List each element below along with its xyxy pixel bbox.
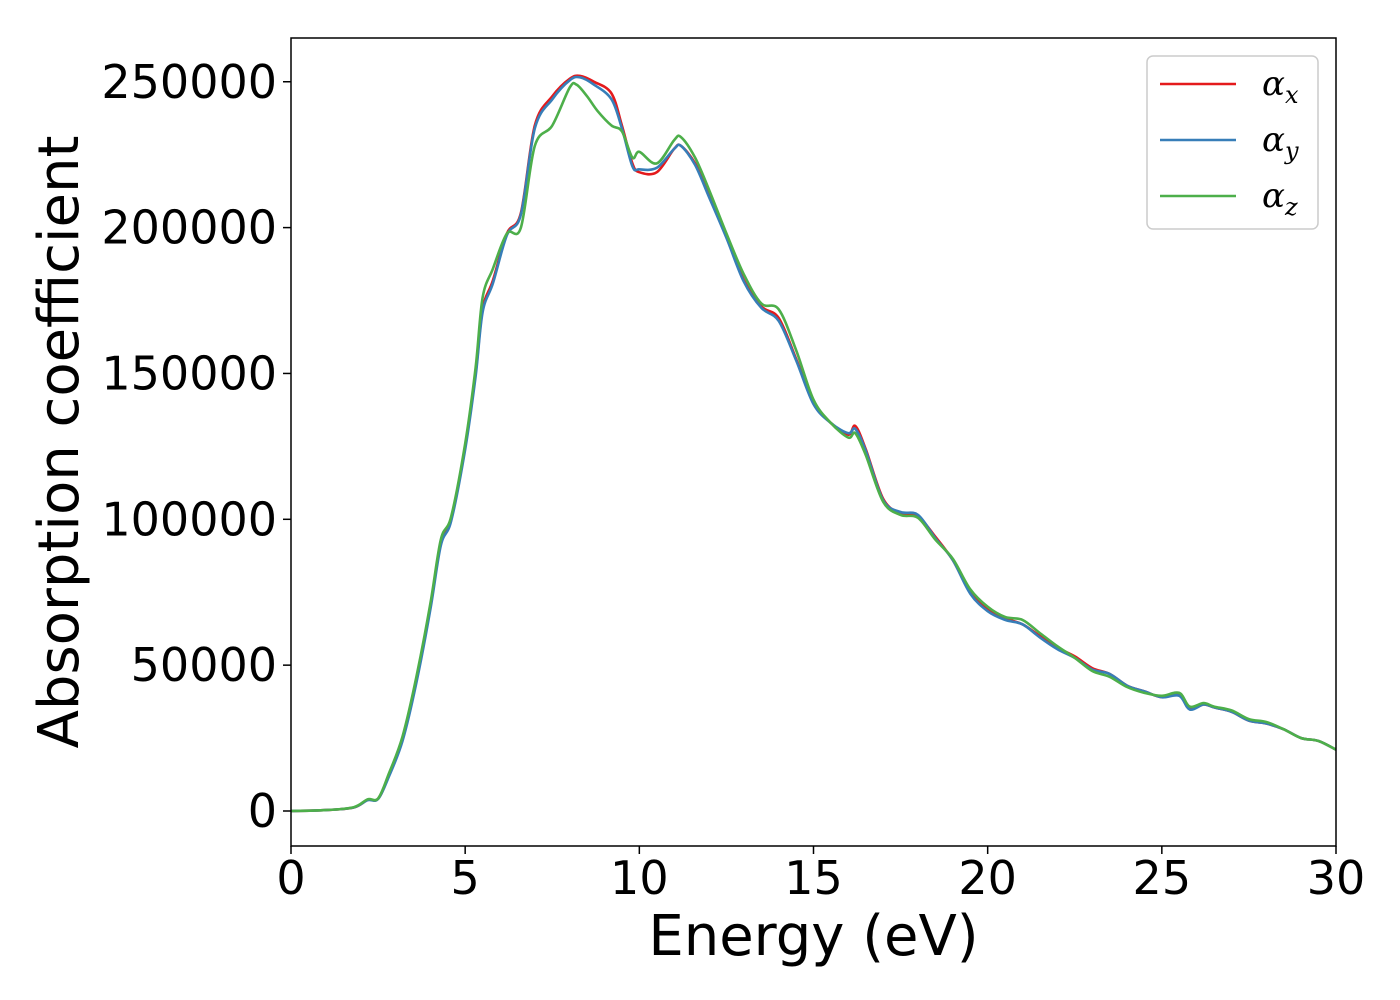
legend-symbol: α xyxy=(1262,176,1285,216)
x-tick-label: 25 xyxy=(1133,851,1192,905)
y-tick-label: 100000 xyxy=(101,492,277,546)
x-tick-label: 15 xyxy=(784,851,843,905)
series-line-z xyxy=(290,81,1337,813)
legend-symbol: α xyxy=(1262,120,1285,160)
x-tick-label: 0 xyxy=(276,851,305,905)
legend-subscript: x xyxy=(1285,81,1299,109)
legend-subscript: y xyxy=(1284,137,1299,165)
y-tick-label: 0 xyxy=(248,784,277,838)
series-layer xyxy=(290,74,1337,813)
x-tick-label: 5 xyxy=(451,851,480,905)
x-tick-label: 30 xyxy=(1307,851,1366,905)
legend-box xyxy=(1146,55,1319,230)
legend-label-z: αz xyxy=(1262,176,1298,221)
legend-symbol: α xyxy=(1262,64,1285,104)
y-tick-label: 250000 xyxy=(101,55,277,109)
legend-label-y: αy xyxy=(1262,120,1299,165)
x-tick-label: 10 xyxy=(610,851,669,905)
legend-subscript: z xyxy=(1284,193,1298,221)
x-axis-label: Energy (eV) xyxy=(648,904,978,969)
ticks-layer: 0 5 10 15 20 25 30 0 50000 100000 150000 200000 2500… xyxy=(101,55,1365,905)
y-tick-label: 50000 xyxy=(131,638,277,692)
legend-label-x: αx xyxy=(1262,64,1299,109)
y-tick-label: 150000 xyxy=(101,346,277,400)
y-axis-label: Absorption coefficient xyxy=(27,136,92,749)
y-tick-label: 200000 xyxy=(101,201,277,255)
x-tick-label: 20 xyxy=(958,851,1017,905)
